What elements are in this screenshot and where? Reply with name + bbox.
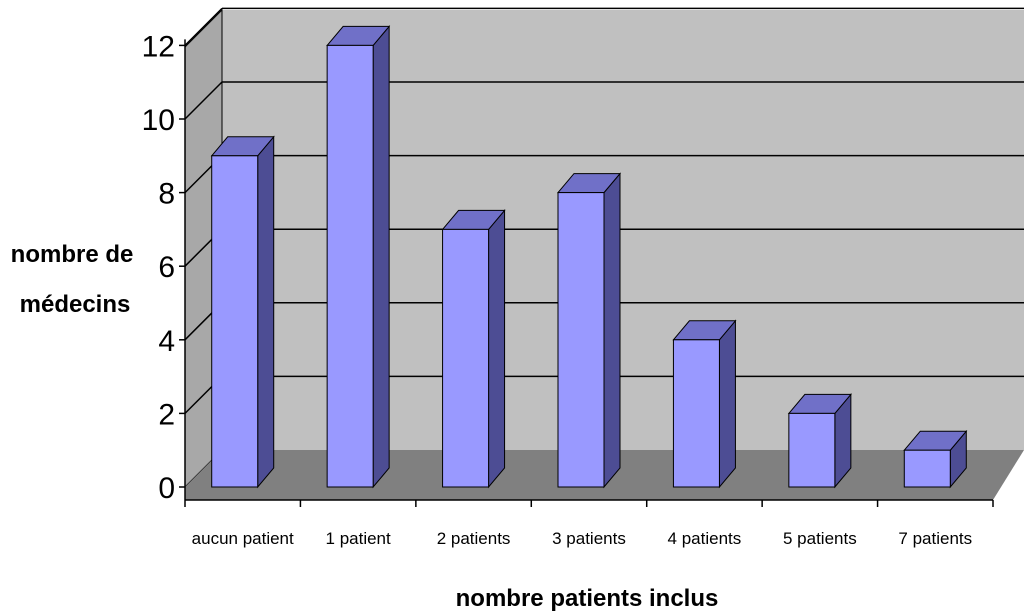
bar-side <box>257 135 275 489</box>
axes <box>179 39 994 507</box>
back-wall <box>222 10 1024 450</box>
bar <box>441 209 506 489</box>
bar-front <box>211 155 259 488</box>
gridline-side <box>184 7 223 46</box>
bar-side <box>718 319 736 489</box>
y-tick-label: 8 <box>158 178 175 211</box>
x-tick-labels: aucun patient 1 patient 2 patients 3 patien… <box>192 529 972 548</box>
x-tick-label: 1 patient <box>326 529 391 548</box>
bar-side <box>372 25 390 489</box>
bar-front <box>788 412 836 488</box>
bar <box>672 319 737 489</box>
bar <box>787 393 852 489</box>
bar-front <box>326 44 374 488</box>
bar-front <box>557 192 605 488</box>
y-tick-label: 12 <box>142 30 175 63</box>
y-axis-title-line-1: nombre de <box>11 241 134 268</box>
bar-front <box>903 449 951 488</box>
bar-front <box>672 339 720 488</box>
y-axis-title-line-2: médecins <box>20 291 131 318</box>
gridline-side <box>184 81 223 120</box>
x-axis-title: nombre patients inclus <box>456 585 719 612</box>
y-tick-label: 2 <box>158 398 175 431</box>
x-tick-label: 2 patients <box>437 529 511 548</box>
y-tick-label: 6 <box>158 251 175 284</box>
y-tick-label: 4 <box>158 325 175 358</box>
y-tick-labels: 0 2 4 6 8 10 12 <box>142 30 175 505</box>
x-tick-label: aucun patient <box>192 529 294 548</box>
y-tick-label: 0 <box>158 472 175 505</box>
bar-side <box>603 172 621 489</box>
x-tick-label: 5 patients <box>783 529 857 548</box>
bar <box>210 135 275 489</box>
x-tick-label: 4 patients <box>668 529 742 548</box>
bar-front <box>442 228 490 488</box>
bar-side <box>488 209 506 489</box>
bars <box>210 25 968 489</box>
y-tick-label: 10 <box>142 104 175 137</box>
bar <box>326 25 391 489</box>
bar <box>556 172 622 489</box>
x-tick-label: 3 patients <box>552 529 626 548</box>
bar <box>903 429 968 489</box>
x-tick-label: 7 patients <box>898 529 972 548</box>
